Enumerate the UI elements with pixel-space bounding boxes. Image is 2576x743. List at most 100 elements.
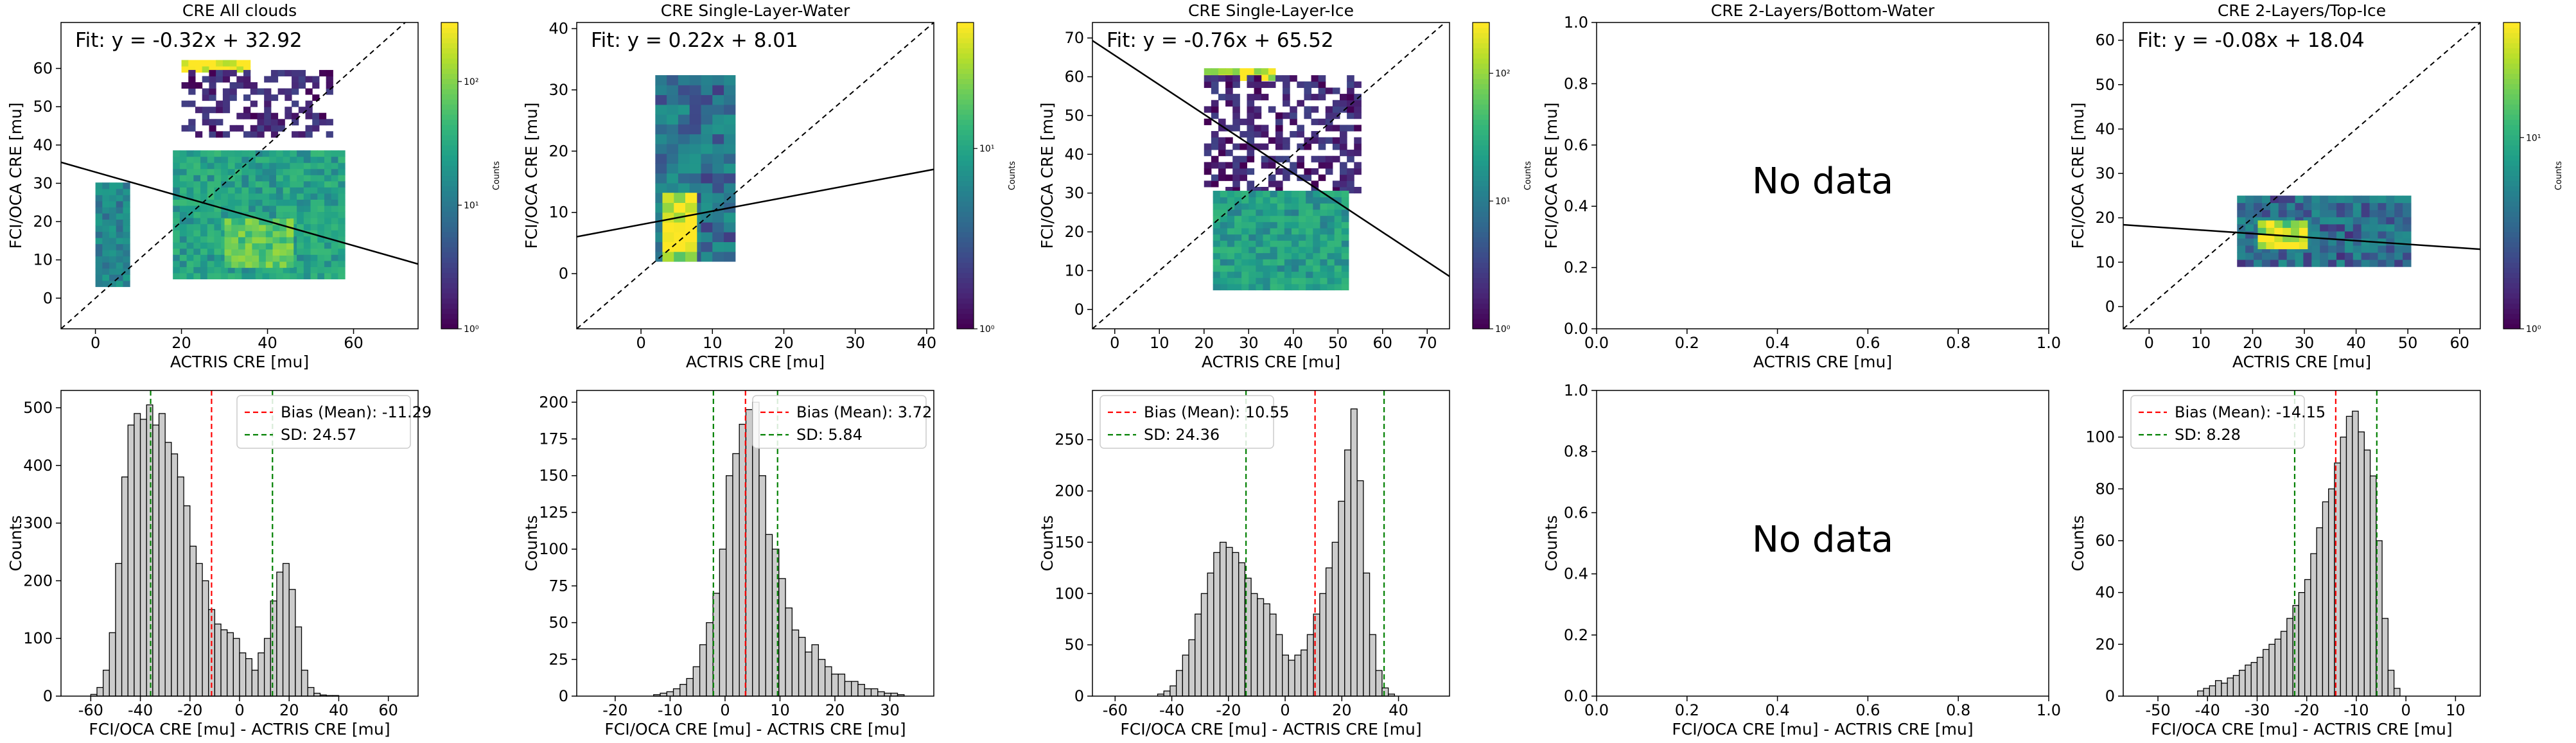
heatmap-cell — [269, 150, 277, 157]
heatmap-cell — [1318, 94, 1326, 101]
heatmap-cell — [2311, 209, 2320, 218]
heatmap-cell — [1261, 74, 1269, 82]
x-tick-label: 10 — [703, 334, 723, 352]
x-tick-label: 20 — [1194, 334, 1214, 352]
heatmap-cell — [1254, 143, 1262, 150]
heatmap-cell — [1311, 106, 1319, 113]
colorbar-segment — [957, 241, 974, 248]
heatmap-cell — [331, 162, 338, 170]
colorbar-segment — [957, 78, 974, 84]
heatmap-cell — [1247, 94, 1255, 101]
heatmap-cell — [2361, 195, 2370, 204]
heatmap-cell — [207, 267, 215, 274]
heatmap-cell — [1218, 168, 1226, 175]
colorbar-segment — [957, 211, 974, 217]
heatmap-cell — [214, 267, 222, 274]
heatmap-cell — [285, 112, 292, 119]
heatmap-cell — [297, 260, 304, 267]
heatmap-cell — [179, 211, 188, 218]
heatmap-cell — [102, 207, 110, 214]
heatmap-cell — [123, 250, 130, 257]
histogram-bar — [127, 424, 135, 697]
heatmap-cell — [193, 272, 201, 279]
heatmap-cell — [317, 248, 325, 255]
heatmap-cell — [265, 243, 274, 250]
heatmap-cell — [2295, 195, 2304, 204]
heatmap-cell — [1240, 118, 1247, 125]
heatmap-cell — [195, 66, 203, 73]
colorbar-segment — [441, 324, 458, 329]
heatmap-cell — [1234, 234, 1242, 241]
colorbar-segment — [2503, 83, 2520, 89]
histogram-bar — [2256, 656, 2264, 697]
heatmap-cell — [270, 119, 279, 126]
heatmap-cell — [1354, 162, 1362, 169]
heatmap-cell — [2386, 252, 2395, 260]
heatmap-cell — [667, 153, 679, 164]
heatmap-cell — [262, 180, 270, 188]
heatmap-cell — [272, 243, 280, 250]
heatmap-cell — [1340, 100, 1347, 107]
legend-sd-label: SD: 5.84 — [796, 426, 863, 444]
heatmap-cell — [221, 187, 229, 194]
heatmap-cell — [1320, 283, 1328, 291]
colorbar-segment — [441, 247, 458, 253]
heatmap-cell — [655, 94, 667, 105]
heatmap-cell — [305, 125, 313, 132]
heatmap-cell — [259, 255, 267, 262]
heatmap-cell — [2353, 231, 2362, 239]
heatmap-cell — [214, 205, 222, 213]
heatmap-cell — [312, 82, 320, 89]
heatmap-cell — [222, 94, 231, 101]
heatmap-cell — [179, 272, 188, 279]
heatmap-cell — [2394, 259, 2403, 267]
heatmap-cell — [1225, 162, 1233, 169]
heatmap-cell — [2328, 216, 2337, 225]
heatmap-cell — [724, 212, 736, 223]
heatmap-cell — [1354, 168, 1362, 175]
heatmap-cell — [724, 222, 736, 232]
x-axis-label: FCI/OCA CRE [mu] - ACTRIS CRE [mu] — [1672, 720, 1973, 739]
heatmap-cell — [1211, 112, 1219, 119]
heatmap-cell — [1320, 265, 1328, 272]
heatmap-cell — [701, 75, 713, 85]
heatmap-cell — [701, 193, 713, 203]
colorbar-segment — [441, 27, 458, 33]
heatmap-cell — [243, 76, 251, 83]
heatmap-cell — [214, 260, 222, 267]
heatmap-cell — [241, 187, 249, 194]
x-tick-label: 0.0 — [1584, 334, 1609, 352]
colorbar-segment — [2503, 165, 2520, 171]
colorbar-segment — [957, 119, 974, 125]
heatmap-cell — [298, 131, 306, 138]
heatmap-cell — [1213, 252, 1221, 259]
x-tick-label: 50 — [2398, 334, 2418, 352]
heatmap-cell — [1277, 228, 1285, 235]
heatmap-cell — [286, 255, 294, 262]
plot-area — [61, 22, 418, 329]
heatmap-cell — [290, 205, 297, 213]
heatmap-cell — [1341, 222, 1349, 229]
heatmap-cell — [221, 267, 229, 274]
heatmap-cell — [207, 156, 215, 163]
heatmap-cell — [286, 261, 294, 268]
heatmap-cell — [724, 163, 736, 174]
heatmap-cell — [2291, 241, 2300, 250]
colorbar-segment — [2503, 272, 2520, 279]
heatmap-cell — [1249, 215, 1256, 222]
heatmap-cell — [200, 248, 208, 255]
colorbar-frame — [1472, 22, 1490, 329]
heatmap-cell — [1320, 228, 1328, 235]
heatmap-cell — [1263, 222, 1271, 229]
heatmap-cell — [324, 260, 332, 267]
heatmap-cell — [270, 69, 279, 76]
heatmap-cell — [1291, 283, 1299, 291]
heatmap-cell — [2394, 202, 2403, 211]
heatmap-cell — [229, 94, 237, 101]
colorbar-segment — [441, 63, 458, 69]
heatmap-cell — [209, 125, 216, 132]
heatmap-cell — [303, 205, 311, 213]
heatmap-cell — [701, 202, 713, 213]
heatmap-cell — [200, 156, 208, 163]
heatmap-cell — [2311, 252, 2320, 260]
